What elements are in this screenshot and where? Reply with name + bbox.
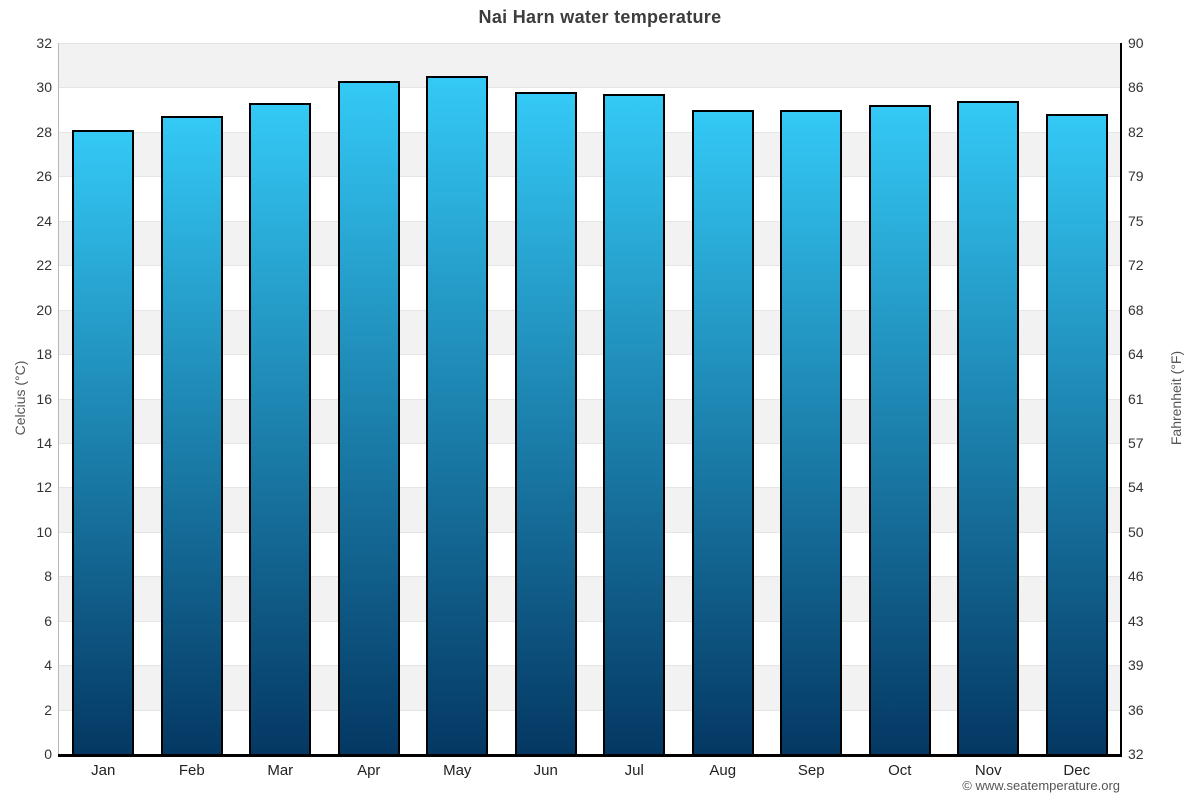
bar-nov[interactable] xyxy=(957,100,1020,754)
y-tick-celsius-16: 16 xyxy=(36,390,52,407)
y-axis-line-right xyxy=(1120,43,1122,757)
x-tick-dec: Dec xyxy=(1063,762,1091,779)
x-tick-aug: Aug xyxy=(709,762,737,779)
bar-jun[interactable] xyxy=(514,91,577,754)
x-tick-sep: Sep xyxy=(797,762,825,779)
plot-band-24-26 xyxy=(59,176,1121,221)
y-tick-celsius-0: 0 xyxy=(44,746,52,762)
y-tick-fahrenheit-61: 61 xyxy=(1128,390,1144,407)
y-tick-fahrenheit-54: 54 xyxy=(1128,479,1144,496)
plot-band-14-16 xyxy=(59,398,1121,443)
plot-area xyxy=(59,43,1121,754)
plot-band-30-32 xyxy=(59,43,1121,88)
y-tick-fahrenheit-86: 86 xyxy=(1128,79,1144,96)
y-tick-celsius-32: 32 xyxy=(36,35,52,51)
y-tick-fahrenheit-72: 72 xyxy=(1128,257,1144,274)
y-tick-celsius-30: 30 xyxy=(36,79,52,96)
y-tick-celsius-26: 26 xyxy=(36,168,52,185)
bar-mar[interactable] xyxy=(249,102,312,754)
plot-band-18-20 xyxy=(59,309,1121,355)
x-tick-feb: Feb xyxy=(178,762,205,779)
plot-band-2-4 xyxy=(59,665,1121,710)
y-axis-line-left xyxy=(58,43,59,754)
plot-band-4-6 xyxy=(59,620,1121,666)
x-tick-mar: Mar xyxy=(267,762,294,779)
y-tick-fahrenheit-50: 50 xyxy=(1128,523,1144,540)
x-tick-apr: Apr xyxy=(357,762,381,779)
plot-band-8-10 xyxy=(59,531,1121,577)
bar-jul[interactable] xyxy=(603,94,666,754)
plot-band-16-18 xyxy=(59,354,1121,399)
y-tick-fahrenheit-82: 82 xyxy=(1128,123,1144,140)
plot-band-20-22 xyxy=(59,265,1121,310)
y-tick-celsius-24: 24 xyxy=(36,212,52,229)
plot-band-0-2 xyxy=(59,709,1121,754)
bar-jan[interactable] xyxy=(72,129,135,754)
plot-band-22-24 xyxy=(59,220,1121,266)
y-tick-fahrenheit-79: 79 xyxy=(1128,168,1144,185)
y-tick-fahrenheit-64: 64 xyxy=(1128,346,1144,363)
y-tick-celsius-10: 10 xyxy=(36,523,52,540)
y-axis-title-fahrenheit: Fahrenheit (°F) xyxy=(1168,350,1184,446)
y-tick-celsius-4: 4 xyxy=(44,657,52,674)
y-tick-celsius-12: 12 xyxy=(36,479,52,496)
y-tick-celsius-8: 8 xyxy=(44,568,52,585)
x-tick-nov: Nov xyxy=(974,762,1002,779)
plot-band-12-14 xyxy=(59,442,1121,488)
x-tick-may: May xyxy=(443,762,472,779)
x-tick-jan: Jan xyxy=(91,762,116,779)
bar-feb[interactable] xyxy=(160,116,223,754)
plot-band-26-28 xyxy=(59,131,1121,177)
y-tick-fahrenheit-39: 39 xyxy=(1128,657,1144,674)
y-tick-fahrenheit-43: 43 xyxy=(1128,612,1144,629)
bar-dec[interactable] xyxy=(1045,114,1108,754)
y-tick-fahrenheit-46: 46 xyxy=(1128,568,1144,585)
y-tick-fahrenheit-68: 68 xyxy=(1128,301,1144,318)
y-tick-celsius-6: 6 xyxy=(44,612,52,629)
y-tick-fahrenheit-36: 36 xyxy=(1128,701,1144,718)
chart-title: Nai Harn water temperature xyxy=(478,7,722,27)
x-tick-jul: Jul xyxy=(624,762,644,779)
y-tick-fahrenheit-32: 32 xyxy=(1128,746,1144,762)
bar-may[interactable] xyxy=(426,76,489,754)
y-tick-fahrenheit-75: 75 xyxy=(1128,212,1144,229)
y-tick-celsius-14: 14 xyxy=(36,434,52,451)
y-tick-celsius-18: 18 xyxy=(36,346,52,363)
footer-credit: © www.seatemperature.org xyxy=(962,778,1120,793)
bar-sep[interactable] xyxy=(780,109,843,754)
y-tick-fahrenheit-90: 90 xyxy=(1128,35,1144,51)
plot-band-6-8 xyxy=(59,576,1121,621)
y-tick-celsius-20: 20 xyxy=(36,301,52,318)
bar-oct[interactable] xyxy=(868,105,931,754)
bar-aug[interactable] xyxy=(691,109,754,754)
y-tick-celsius-2: 2 xyxy=(44,701,52,718)
x-axis-line xyxy=(58,754,1122,757)
x-tick-jun: Jun xyxy=(533,762,558,779)
y-tick-celsius-28: 28 xyxy=(36,123,52,140)
y-tick-celsius-22: 22 xyxy=(36,257,52,274)
plot-band-28-30 xyxy=(59,87,1121,132)
x-tick-oct: Oct xyxy=(888,762,912,779)
bar-apr[interactable] xyxy=(337,80,400,754)
plot-band-10-12 xyxy=(59,487,1121,532)
y-tick-fahrenheit-57: 57 xyxy=(1128,434,1144,451)
